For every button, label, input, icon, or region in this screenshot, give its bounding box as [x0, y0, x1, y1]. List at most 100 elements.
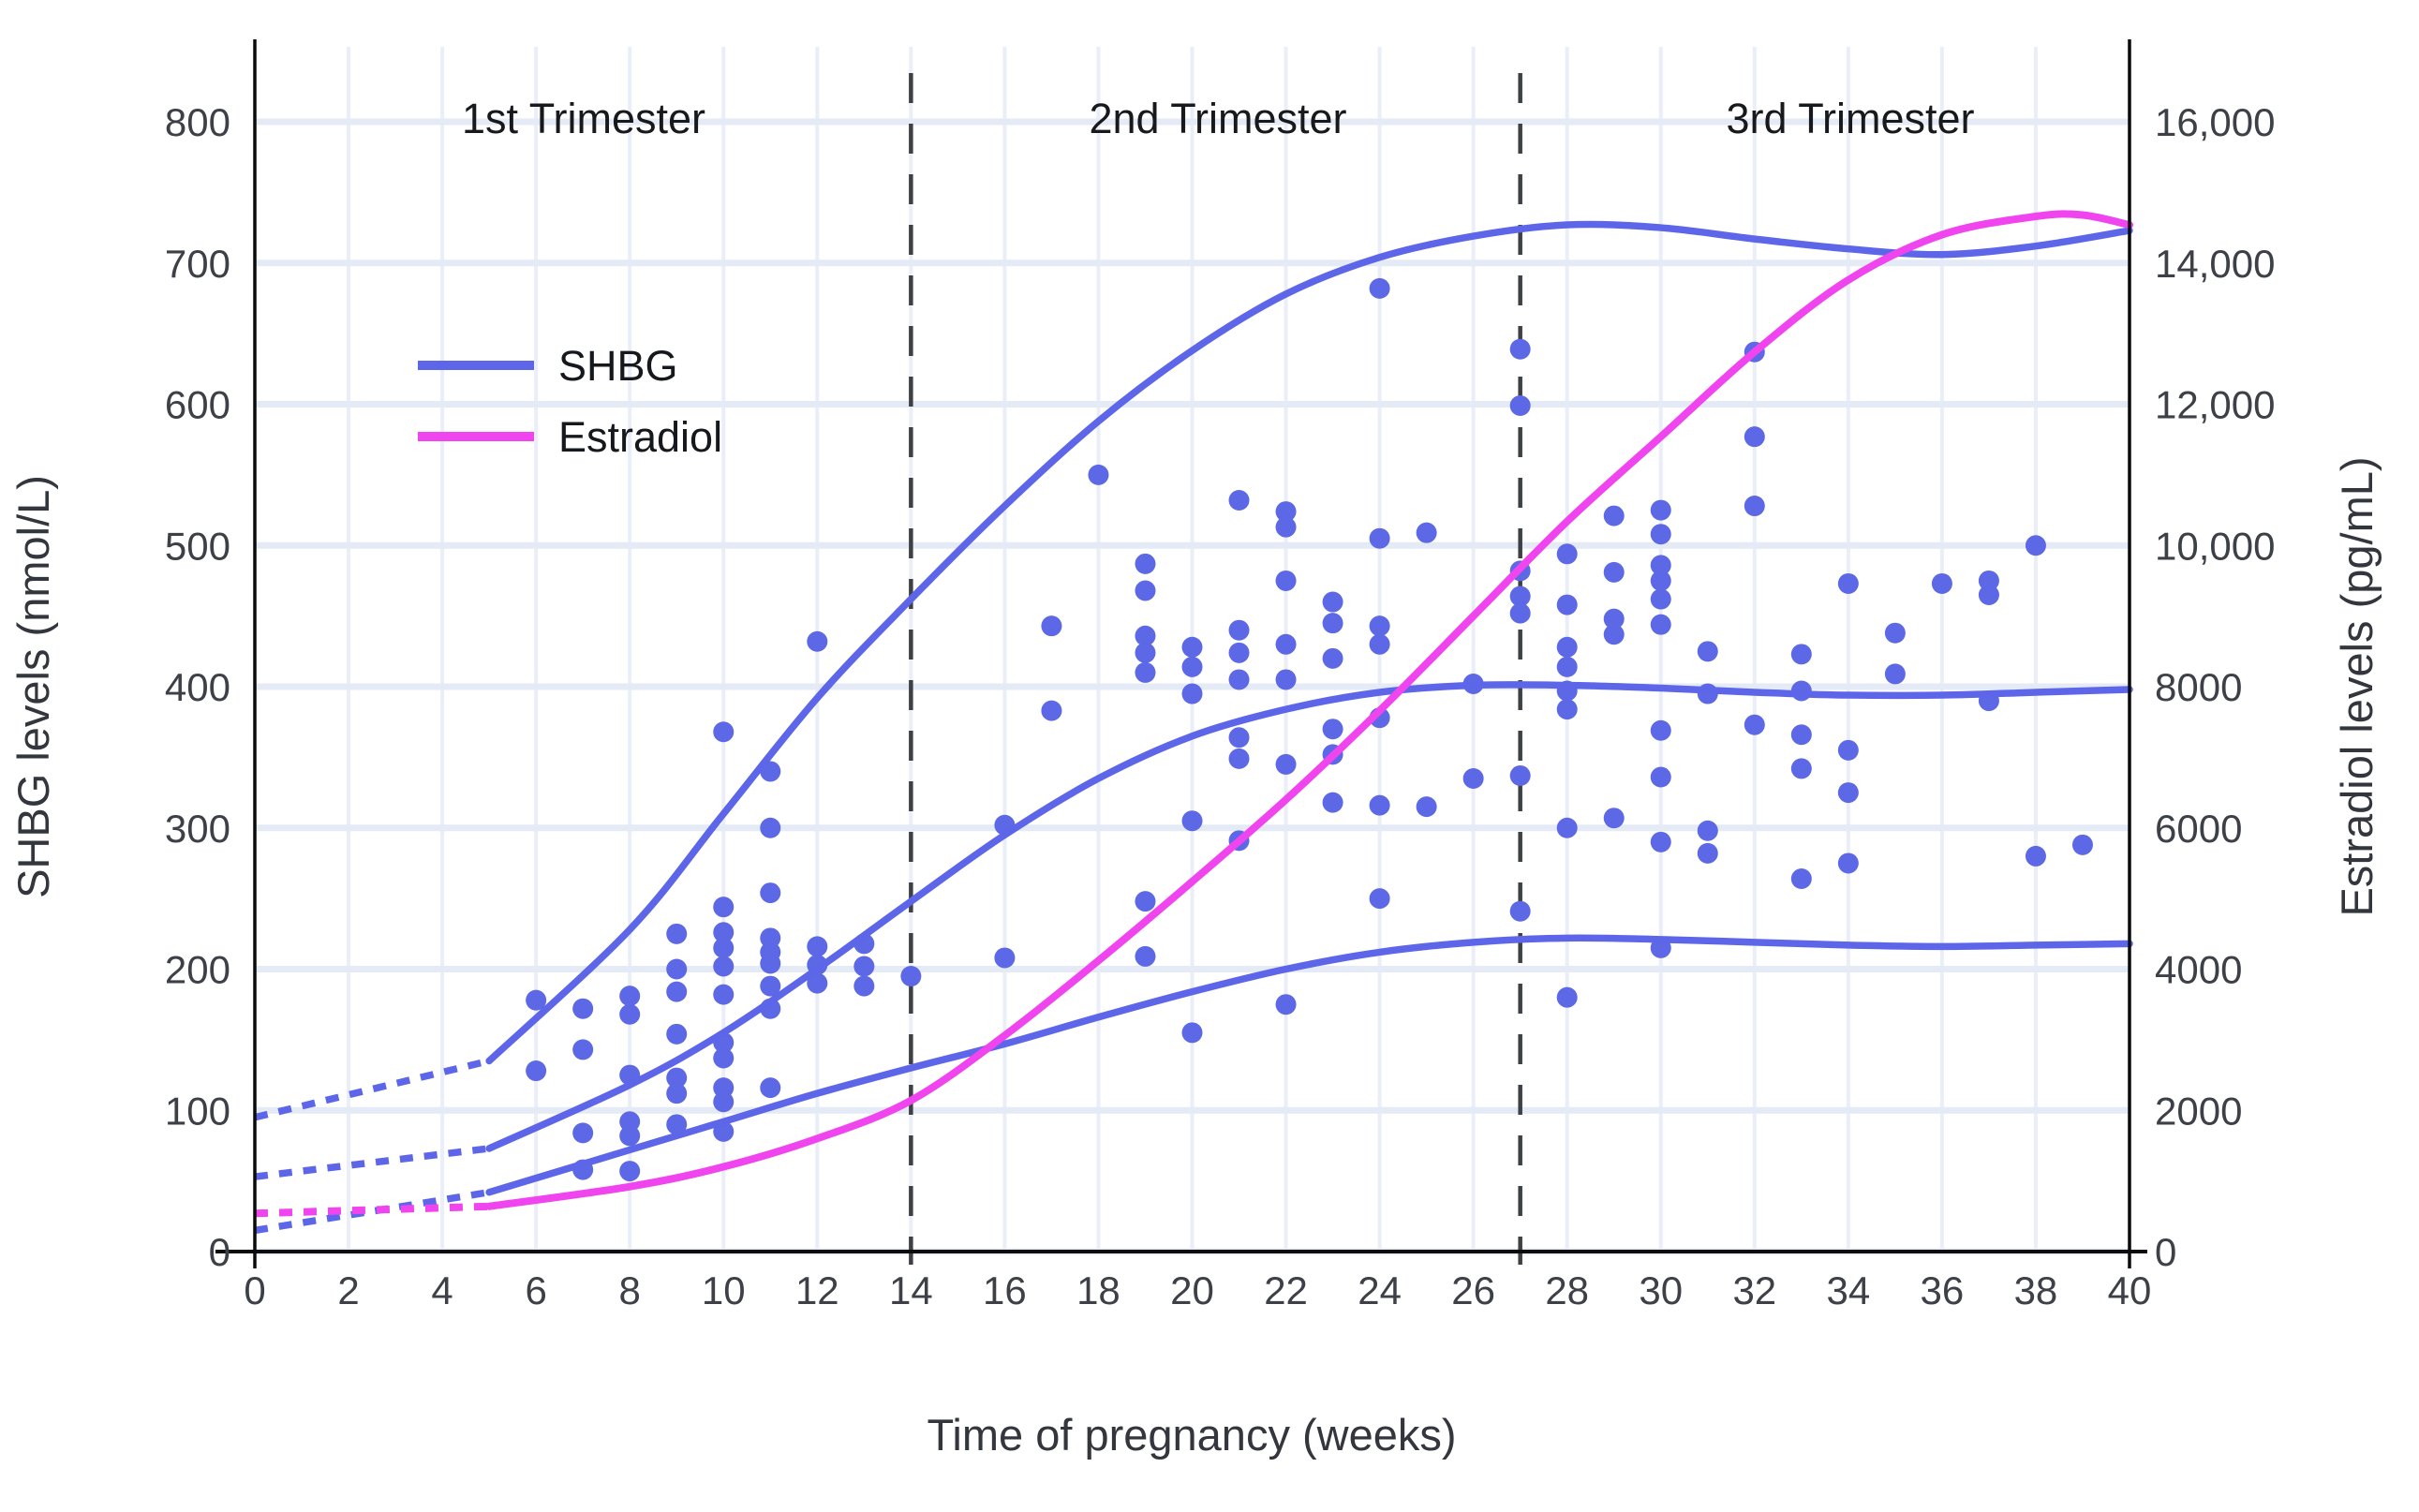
series-curve-dotted-leadin: [254, 1202, 490, 1218]
shbg-scatter-dot: [1181, 810, 1203, 832]
shbg-scatter-dot: [1322, 591, 1343, 613]
shbg-scatter-dot: [1416, 522, 1437, 543]
shbg-scatter-dot: [1790, 644, 1812, 665]
shbg-scatter-dot: [1135, 891, 1156, 912]
x-tick-label: 12: [795, 1268, 839, 1312]
shbg-scatter-dot: [760, 1077, 781, 1099]
x-tick-label: 32: [1732, 1268, 1776, 1312]
x-tick-label: 22: [1264, 1268, 1308, 1312]
shbg-scatter-dot: [1322, 647, 1343, 669]
shbg-scatter-dot: [1135, 625, 1156, 646]
y-left-tick-label: 700: [165, 242, 230, 286]
shbg-scatter-dot: [1697, 820, 1718, 841]
shbg-scatter-dot: [760, 975, 781, 997]
shbg-scatter-dot: [666, 1067, 688, 1089]
shbg-scatter-dot: [2071, 834, 2093, 855]
shbg-scatter-dot: [760, 882, 781, 904]
shbg-scatter-dot: [1884, 663, 1906, 685]
shbg-scatter-dot: [713, 1091, 735, 1113]
shbg-scatter-dot: [1744, 496, 1765, 517]
shbg-scatter-dot: [1228, 669, 1250, 690]
y-left-tick-label: 200: [165, 948, 230, 992]
shbg-scatter-dot: [1181, 636, 1203, 658]
series-curve: [485, 681, 2133, 1152]
x-tick-label: 2: [337, 1268, 359, 1312]
shbg-scatter-dot: [1228, 642, 1250, 663]
shbg-scatter-dot: [1181, 1022, 1203, 1044]
y-left-tick-label: 600: [165, 383, 230, 427]
shbg-scatter-dot: [1275, 669, 1297, 690]
shbg-scatter-dot: [2025, 535, 2046, 556]
x-tick-label: 24: [1358, 1268, 1402, 1312]
x-tick-label: 40: [2108, 1268, 2152, 1312]
shbg-scatter-dot: [1790, 724, 1812, 746]
shbg-scatter-dot: [1041, 615, 1062, 637]
shbg-scatter-dot: [1884, 622, 1906, 644]
shbg-scatter-dot: [1978, 570, 1999, 591]
shbg-scatter-dot: [1556, 699, 1578, 720]
shbg-scatter-dot: [1837, 782, 1859, 804]
series-curve-dotted-leadin: [254, 1188, 490, 1235]
shbg-scatter-dot: [1603, 505, 1625, 526]
shbg-scatter-dot: [1041, 700, 1062, 721]
x-tick-label: 0: [244, 1268, 265, 1312]
y-right-tick-label: 6000: [2155, 807, 2242, 851]
trimester-2-label: 2nd Trimester: [1089, 95, 1346, 142]
series-curve: [485, 220, 2133, 1065]
shbg-scatter-dot: [1228, 490, 1250, 511]
y-right-tick-label: 8000: [2155, 665, 2242, 709]
shbg-scatter-dot: [1603, 808, 1625, 829]
chart-plot-area: 0 2 4 6 8 10 12 14 16 18 20 22 24 26 28 30 32 34 36 38 40010…: [165, 39, 2275, 1312]
shbg-scatter-dot: [713, 922, 735, 943]
trimester-3-label: 3rd Trimester: [1726, 95, 1974, 142]
shbg-scatter-dot: [1181, 683, 1203, 704]
shbg-scatter-dot: [1181, 656, 1203, 677]
x-tick-label: 26: [1451, 1268, 1495, 1312]
shbg-scatter-dot: [1650, 499, 1671, 521]
legend: SHBG Estradiol: [418, 342, 722, 461]
shbg-scatter-dot: [1556, 817, 1578, 838]
shbg-scatter-dot: [760, 953, 781, 974]
series-curve-dotted-leadin: [254, 1145, 490, 1180]
shbg-scatter-dot: [1837, 739, 1859, 761]
shbg-scatter-dot: [1228, 727, 1250, 749]
shbg-scatter-dot: [1275, 753, 1297, 775]
y-left-tick-label: 100: [165, 1089, 230, 1133]
y-right-tick-label: 14,000: [2155, 242, 2275, 286]
shbg-scatter-dot: [1275, 570, 1297, 591]
shbg-scatter-dot: [807, 630, 828, 652]
shbg-scatter-dot: [572, 1122, 594, 1144]
shbg-scatter-dot: [1650, 570, 1671, 591]
y-right-tick-label: 12,000: [2155, 383, 2275, 427]
series-curve-dotted-leadin: [254, 1057, 491, 1121]
shbg-scatter-dot: [666, 958, 688, 980]
shbg-scatter-dot: [1509, 764, 1531, 786]
shbg-scatter-dot: [713, 1047, 735, 1069]
shbg-scatter-dot: [1509, 602, 1531, 624]
shbg-scatter-dot: [713, 937, 735, 958]
shbg-scatter-dot: [1135, 553, 1156, 574]
x-tick-label: 28: [1545, 1268, 1589, 1312]
shbg-scatter-dot: [666, 923, 688, 944]
shbg-scatter-dot: [853, 956, 875, 977]
shbg-scatter-dot: [1369, 633, 1390, 655]
x-tick-label: 30: [1639, 1268, 1683, 1312]
shbg-scatter-dot: [1603, 608, 1625, 630]
x-tick-label: 38: [2014, 1268, 2058, 1312]
shbg-scatter-dot: [1790, 868, 1812, 890]
shbg-scatter-dot: [1135, 642, 1156, 663]
shbg-scatter-dot: [1322, 719, 1343, 740]
shbg-scatter-dot: [1556, 636, 1578, 658]
shbg-scatter-dot: [1135, 580, 1156, 601]
shbg-scatter-dot: [1650, 766, 1671, 788]
y-right-tick-label: 0: [2155, 1230, 2176, 1274]
shbg-scatter-dot: [1462, 767, 1484, 789]
shbg-scatter-dot: [2025, 845, 2046, 867]
y-right-tick-label: 10,000: [2155, 524, 2275, 568]
shbg-scatter-dot: [666, 1083, 688, 1104]
x-tick-label: 16: [983, 1268, 1027, 1312]
legend-shbg-label: SHBG: [558, 342, 678, 390]
x-tick-label: 10: [702, 1268, 746, 1312]
x-tick-label: 34: [1826, 1268, 1870, 1312]
